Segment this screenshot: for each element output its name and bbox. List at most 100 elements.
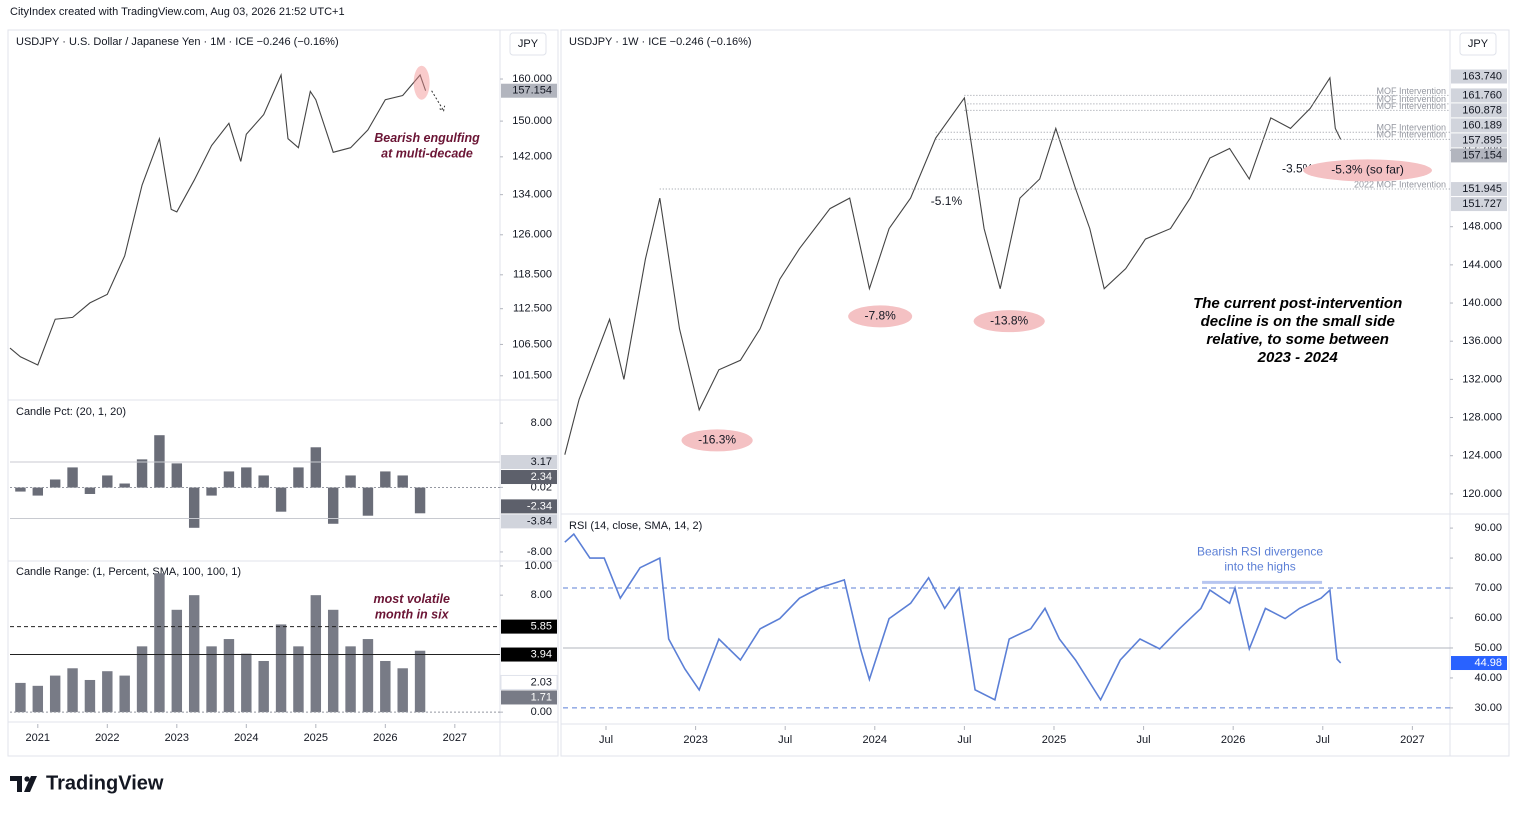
pane-title: USDJPY · 1W · ICE −0.246 (−0.16%) [569,36,752,48]
header-credit: CityIndex created with TradingView.com, … [10,6,345,18]
bar [136,459,148,488]
price-tag-label: 1.71 [531,691,552,703]
price-tag [1451,69,1507,84]
annotation-highlight [1303,159,1432,182]
price-tag-label: 161.760 [1462,89,1502,101]
bar [84,487,96,494]
level-note: MOF Intervention [1376,86,1446,96]
annotation: Bearish RSI divergence [1197,545,1323,559]
bar [171,463,183,488]
x-tick-label: 2025 [304,732,328,744]
highlight [413,65,430,100]
bar [310,595,322,713]
annotation: -13.8% [990,313,1028,327]
level-note: MOF Intervention [1376,101,1446,111]
bar [380,471,391,488]
price-tag-label: 157.154 [512,85,552,97]
x-tick-label: 2024 [234,732,258,744]
level-note: MOF Intervention [1376,130,1446,140]
x-tick-label: Jul [1316,734,1330,746]
annotation: into the highs [1224,560,1295,574]
y-tick-label: 10.00 [524,560,552,572]
x-tick-label: 2022 [95,732,119,744]
x-tick-label: 2024 [863,734,887,746]
annotation-highlight [681,429,753,452]
y-tick-label: 60.00 [1474,612,1502,624]
bar [188,487,200,528]
level-note: MOF Intervention [1376,123,1446,133]
bar [397,668,408,713]
bar [241,467,252,488]
price-tag-label: 44.98 [1474,657,1502,669]
y-tick-label: 126.000 [512,229,552,241]
annotation-highlight [848,305,913,328]
axis-unit: JPY [1468,38,1489,50]
bar [380,660,391,713]
price-tag-label: 3.94 [531,648,552,660]
price-line [564,76,1342,455]
annotation: -16.3% [698,433,736,447]
y-tick-label: 0.00 [531,706,552,718]
axis-unit-box [509,32,547,56]
y-tick-label: 80.00 [1474,552,1502,564]
bar [154,435,165,488]
bar [32,685,44,713]
price-tag [1451,182,1507,197]
axis-unit-box [1459,32,1497,56]
annotation: -7.8% [864,309,896,323]
annotation: -5.1% [931,194,963,208]
y-tick-label: 8.00 [531,589,552,601]
bar [102,475,113,488]
price-tag-label: 151.727 [1462,198,1502,210]
x-tick-label: 2023 [165,732,189,744]
price-tag [501,499,557,514]
logo-icon [10,776,37,792]
x-tick-label: 2026 [1221,734,1245,746]
bar [362,487,374,516]
x-tick-label: Jul [957,734,971,746]
y-tick-label: 128.000 [1462,411,1502,423]
bar [171,609,183,713]
bar [345,646,356,713]
y-tick-label: 30.00 [1474,702,1502,714]
price-tag [1451,88,1507,103]
bar [275,487,287,512]
bar [414,650,426,713]
bar [32,487,44,496]
price-tag-label: 5.85 [531,621,552,633]
price-line [564,532,1342,702]
price-tag-label: 160.189 [1462,119,1502,131]
bar [119,483,130,488]
bar [102,671,113,713]
bar [327,487,339,524]
y-tick-label: 70.00 [1474,582,1502,594]
axis-unit: JPY [518,38,539,50]
y-tick-label: 90.00 [1474,522,1502,534]
y-tick-label: 124.000 [1462,450,1502,462]
y-tick-label: 140.000 [1462,297,1502,309]
annotation: month in six [375,607,450,621]
price-tag-label: -2.34 [527,500,552,512]
bar [310,447,322,488]
y-tick-label: 40.00 [1474,672,1502,684]
annotation: The current post-intervention [1193,295,1402,312]
bar [293,646,304,713]
bar [15,487,26,492]
y-tick-label: 106.500 [512,338,552,350]
x-tick-label: 2026 [373,732,397,744]
bar [223,471,235,488]
price-tag [501,647,557,662]
pane-title: Candle Range: (1, Percent, SMA, 100, 100… [16,566,241,578]
bar [345,475,356,488]
price-tag-label: -3.84 [527,515,552,527]
bar [136,646,148,713]
left-frame [7,29,559,757]
y-tick-label: 144.000 [1462,259,1502,271]
price-tag [501,455,557,470]
bar [188,595,200,713]
annotation: most volatile [374,592,450,606]
price-tag [501,690,557,705]
bar [327,609,339,713]
level-note: MOF Intervention [1376,94,1446,104]
